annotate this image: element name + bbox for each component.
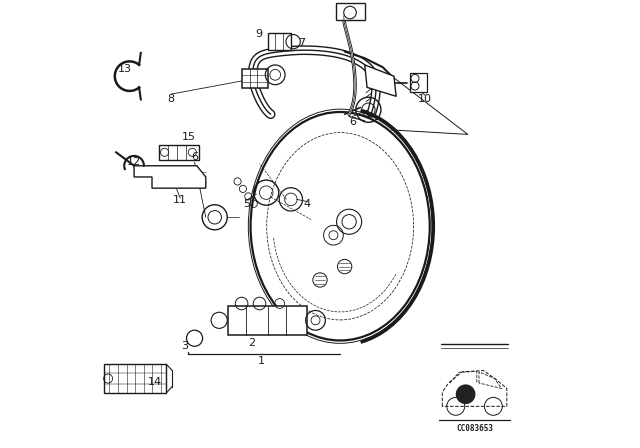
Bar xyxy=(104,364,166,393)
Text: 8: 8 xyxy=(168,94,175,103)
Bar xyxy=(269,33,291,50)
Text: CC083653: CC083653 xyxy=(456,424,493,433)
Circle shape xyxy=(456,384,476,404)
Text: 6: 6 xyxy=(191,152,198,162)
Text: 11: 11 xyxy=(173,195,188,205)
Bar xyxy=(243,69,268,88)
Bar xyxy=(410,73,427,92)
Polygon shape xyxy=(134,166,206,188)
Text: 7: 7 xyxy=(298,38,306,47)
Bar xyxy=(159,145,199,160)
Text: 3: 3 xyxy=(181,341,188,351)
Text: 5: 5 xyxy=(243,199,250,209)
Bar xyxy=(336,3,365,20)
Text: 9: 9 xyxy=(255,29,262,39)
Text: 10: 10 xyxy=(419,94,432,103)
Text: 13: 13 xyxy=(118,65,132,74)
Text: 15: 15 xyxy=(182,132,196,142)
Text: 14: 14 xyxy=(148,377,162,387)
Text: 4: 4 xyxy=(304,199,311,209)
Text: 6: 6 xyxy=(349,117,356,127)
Text: 1: 1 xyxy=(259,356,265,366)
Bar xyxy=(228,306,307,335)
Polygon shape xyxy=(365,65,396,96)
Text: 2: 2 xyxy=(248,338,255,348)
Text: 12: 12 xyxy=(127,157,141,167)
